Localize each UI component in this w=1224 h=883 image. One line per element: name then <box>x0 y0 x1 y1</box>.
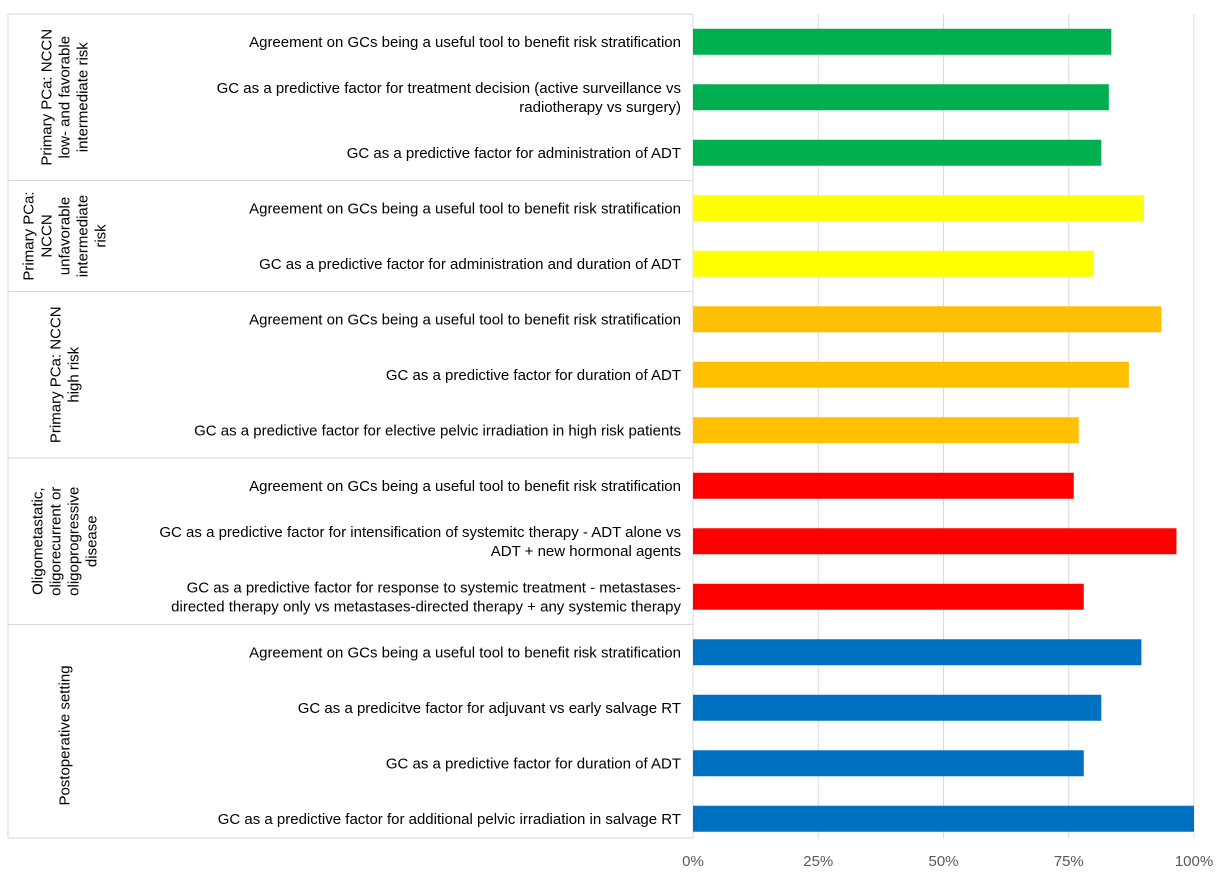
x-tick-label: 100% <box>1175 853 1213 870</box>
category-label: GC as a predictive factor for duration o… <box>386 755 681 772</box>
group-labels: Primary PCa: NCCNlow- and favorableinter… <box>21 29 110 806</box>
bar <box>693 361 1129 388</box>
x-tick-label: 0% <box>682 853 704 870</box>
category-label: GC as a predictive factor for administra… <box>259 256 681 273</box>
category-label: GC as a predictive factor for elective p… <box>194 422 681 439</box>
x-tick-label: 25% <box>803 853 833 870</box>
group-label: Postoperative setting <box>57 665 74 805</box>
bars <box>693 28 1194 832</box>
bar <box>693 750 1084 777</box>
bar <box>693 250 1094 277</box>
group-label: Oligometastatic,oligorecurrent oroligopr… <box>30 487 101 596</box>
bar <box>693 84 1109 111</box>
category-label: GC as a predictive factor for administra… <box>347 145 681 162</box>
bar <box>693 417 1079 444</box>
category-label: Agreement on GCs being a useful tool to … <box>249 478 681 495</box>
category-label: GC as a predicitve factor for adjuvant v… <box>298 700 681 717</box>
category-labels: Agreement on GCs being a useful tool to … <box>159 34 681 828</box>
bar <box>693 306 1162 333</box>
group-label: Primary PCa: NCCNlow- and favorableinter… <box>39 29 92 166</box>
category-label: Agreement on GCs being a useful tool to … <box>249 311 681 328</box>
bar <box>693 528 1177 555</box>
bar <box>693 472 1074 499</box>
x-axis-ticks: 0% 25% 50% 75% 100% <box>682 853 1213 870</box>
x-tick-label: 75% <box>1054 853 1084 870</box>
category-label: GC as a predictive factor for additional… <box>218 811 681 828</box>
group-label: Primary PCa: NCCNhigh risk <box>48 306 83 443</box>
category-label: Agreement on GCs being a useful tool to … <box>249 34 681 51</box>
category-label: GC as a predictive factor for intensific… <box>159 524 681 560</box>
bar <box>693 583 1084 610</box>
bar <box>693 195 1144 222</box>
bar <box>693 639 1142 666</box>
category-label: Agreement on GCs being a useful tool to … <box>249 644 681 661</box>
bar <box>693 694 1102 721</box>
category-label: GC as a predictive factor for treatment … <box>217 80 681 116</box>
category-label: GC as a predictive factor for response t… <box>171 579 681 615</box>
bar <box>693 139 1102 166</box>
x-tick-label: 50% <box>928 853 958 870</box>
category-label: GC as a predictive factor for duration o… <box>386 367 681 384</box>
bar <box>693 28 1112 55</box>
category-label: Agreement on GCs being a useful tool to … <box>249 200 681 217</box>
group-label: Primary PCa:NCCNunfavorableintermediater… <box>21 191 110 280</box>
bar <box>693 805 1194 832</box>
